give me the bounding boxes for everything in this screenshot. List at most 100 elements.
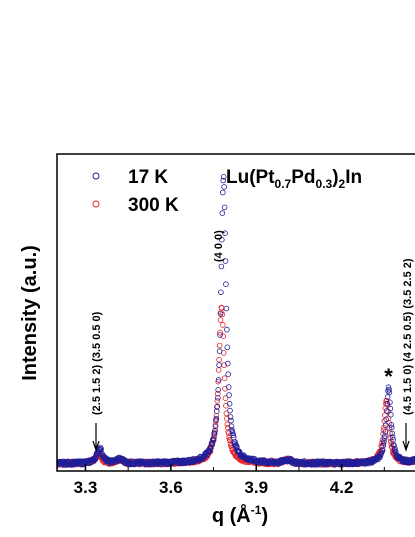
data-point — [208, 445, 214, 451]
data-point — [225, 371, 232, 378]
data-point — [384, 394, 391, 400]
data-point — [215, 377, 222, 383]
legend-marker-300k — [92, 200, 100, 208]
data-point — [228, 417, 234, 424]
plot-frame — [56, 153, 415, 472]
peak-arrow — [92, 423, 100, 452]
x-axis-ticks: 3.33.63.94.24.5 — [74, 464, 385, 497]
data-point — [225, 430, 232, 437]
x-axis-title-close: ) — [261, 505, 268, 527]
data-point — [219, 210, 226, 216]
peak-arrow — [402, 423, 410, 452]
data-point — [206, 448, 213, 455]
x-axis-title: q (Å-1) — [212, 503, 268, 527]
data-point — [382, 433, 388, 439]
data-point — [218, 289, 224, 296]
formula-subscript: 0.3 — [316, 177, 333, 191]
data-point — [215, 390, 221, 397]
data-point — [385, 384, 392, 391]
data-point — [215, 367, 222, 373]
data-point — [413, 455, 415, 462]
data-point — [217, 317, 224, 323]
data-point — [386, 425, 393, 431]
x-tick-label: 3.3 — [74, 478, 98, 497]
data-point — [387, 405, 394, 412]
data-point — [222, 230, 228, 237]
data-point — [226, 392, 232, 398]
data-point — [387, 411, 394, 418]
data-point — [389, 434, 396, 441]
data-point — [385, 388, 391, 394]
data-point — [386, 386, 392, 393]
x-tick-label: 3.6 — [159, 478, 183, 497]
data-point — [380, 427, 387, 433]
data-point — [213, 415, 220, 422]
data-point — [216, 362, 222, 368]
data-point — [219, 236, 225, 243]
data-point — [383, 416, 390, 423]
data-point — [214, 397, 221, 404]
data-point — [226, 400, 233, 407]
data-point — [217, 311, 224, 317]
x-tick-label: 4.2 — [330, 478, 354, 497]
peak-label: (2.5 1.5 2) (3.5 0.5 0) — [91, 311, 103, 415]
data-point — [221, 375, 228, 382]
data-point — [225, 384, 232, 390]
legend: 17 K 300 K — [92, 167, 179, 216]
data-point — [220, 333, 227, 340]
data-point — [225, 360, 231, 367]
formula-text: In — [345, 167, 362, 188]
data-point — [217, 329, 223, 336]
data-point — [223, 410, 230, 417]
data-point — [388, 424, 395, 431]
data-point — [414, 455, 415, 460]
formula-subscript: 0.7 — [275, 177, 292, 191]
data-point — [204, 451, 211, 458]
data-point — [222, 258, 229, 264]
data-point — [215, 394, 221, 401]
plot-area — [57, 174, 415, 468]
data-point — [386, 389, 393, 396]
data-point — [224, 344, 231, 351]
peak-annotations: (2.5 1.5 2) (3.5 0.5 0) (4 0 0) (4.5 1.5 0… — [91, 230, 414, 452]
data-point — [381, 435, 388, 441]
data-point — [212, 427, 218, 434]
data-point — [389, 430, 396, 437]
peak-label: (4 0 0) — [213, 230, 225, 262]
data-point — [217, 332, 223, 338]
legend-label-17k: 17 K — [128, 167, 168, 188]
data-point — [227, 414, 234, 420]
data-point — [382, 422, 389, 428]
data-point — [220, 174, 227, 180]
data-point — [209, 436, 216, 443]
data-point — [221, 184, 227, 190]
data-point — [377, 454, 383, 461]
peak-label: (4.5 1.5 0) (4 2.5 0.5) (3.5 2.5 2) — [402, 258, 414, 415]
data-point — [387, 399, 393, 406]
data-point — [227, 407, 233, 414]
legend-marker-17k — [92, 172, 100, 180]
data-point — [379, 447, 385, 453]
data-point — [220, 177, 227, 184]
legend-label-300k: 300 K — [128, 195, 179, 216]
formula-text: ) — [332, 167, 338, 188]
data-point — [220, 322, 226, 328]
compound-formula: Lu(Pt0.7Pd0.3)2In — [226, 167, 362, 191]
data-point — [384, 400, 391, 407]
formula-subscript: 2 — [339, 177, 346, 191]
series-17k — [57, 174, 415, 468]
data-point — [224, 326, 230, 333]
data-point — [214, 404, 220, 410]
data-point — [216, 342, 223, 349]
impurity-star: * — [384, 364, 393, 389]
data-point — [391, 442, 397, 449]
data-point — [223, 305, 230, 312]
data-point — [222, 395, 229, 402]
data-point — [216, 356, 222, 363]
data-point — [221, 204, 228, 211]
y-axis-title: Intensity (a.u.) — [19, 245, 41, 381]
data-point — [215, 387, 222, 393]
data-point — [216, 348, 223, 355]
data-point — [412, 455, 415, 462]
